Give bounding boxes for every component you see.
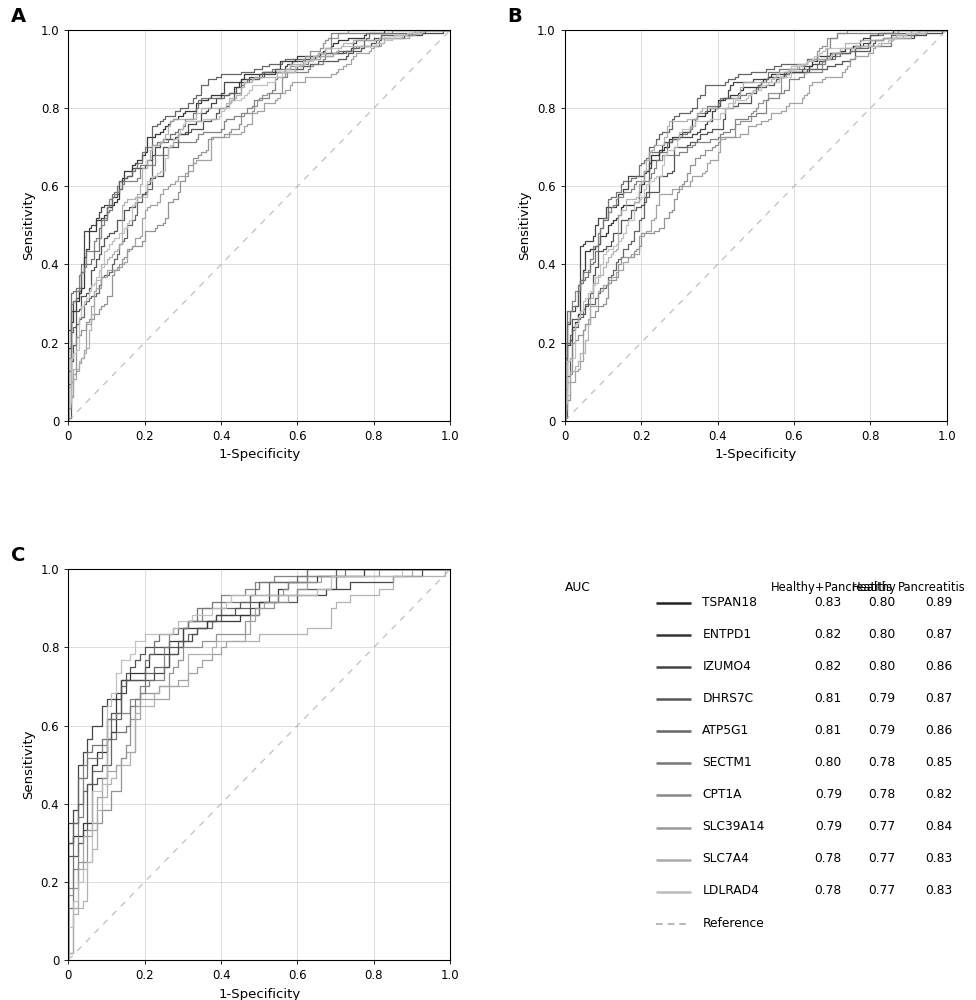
Text: 0.80: 0.80 xyxy=(869,628,895,641)
Text: 0.79: 0.79 xyxy=(869,692,895,705)
Text: 0.82: 0.82 xyxy=(925,788,953,801)
Text: 0.79: 0.79 xyxy=(815,820,842,833)
Text: 0.78: 0.78 xyxy=(815,884,842,897)
Text: ENTPD1: ENTPD1 xyxy=(703,628,752,641)
Text: 0.83: 0.83 xyxy=(815,596,842,609)
Text: 0.86: 0.86 xyxy=(925,660,953,673)
Text: 0.78: 0.78 xyxy=(815,852,842,865)
Text: IZUMO4: IZUMO4 xyxy=(703,660,752,673)
Text: SLC7A4: SLC7A4 xyxy=(703,852,750,865)
Text: Healthy: Healthy xyxy=(852,581,897,594)
Text: 0.86: 0.86 xyxy=(925,724,953,737)
Y-axis label: Sensitivity: Sensitivity xyxy=(518,191,532,260)
X-axis label: 1-Specificity: 1-Specificity xyxy=(219,448,301,461)
Text: Healthy+Pancreatitis: Healthy+Pancreatitis xyxy=(771,581,893,594)
Text: 0.87: 0.87 xyxy=(925,692,953,705)
Text: 0.83: 0.83 xyxy=(925,884,953,897)
Text: 0.80: 0.80 xyxy=(869,596,895,609)
X-axis label: 1-Specificity: 1-Specificity xyxy=(219,988,301,1000)
Text: C: C xyxy=(11,546,25,565)
Text: LDLRAD4: LDLRAD4 xyxy=(703,884,759,897)
Y-axis label: Sensitivity: Sensitivity xyxy=(22,191,35,260)
Text: 0.81: 0.81 xyxy=(815,692,842,705)
Text: 0.78: 0.78 xyxy=(869,788,895,801)
Text: 0.78: 0.78 xyxy=(869,756,895,769)
Text: A: A xyxy=(11,7,26,26)
Text: 0.77: 0.77 xyxy=(869,820,895,833)
Text: 0.82: 0.82 xyxy=(815,660,842,673)
Text: 0.80: 0.80 xyxy=(869,660,895,673)
Text: 0.80: 0.80 xyxy=(815,756,842,769)
Text: Reference: Reference xyxy=(703,917,764,930)
Text: SECTM1: SECTM1 xyxy=(703,756,752,769)
Text: 0.85: 0.85 xyxy=(925,756,953,769)
Text: 0.79: 0.79 xyxy=(869,724,895,737)
Text: 0.82: 0.82 xyxy=(815,628,842,641)
Text: ATP5G1: ATP5G1 xyxy=(703,724,750,737)
Text: 0.87: 0.87 xyxy=(925,628,953,641)
Text: 0.79: 0.79 xyxy=(815,788,842,801)
Text: 0.77: 0.77 xyxy=(869,884,895,897)
X-axis label: 1-Specificity: 1-Specificity xyxy=(714,448,796,461)
Text: 0.81: 0.81 xyxy=(815,724,842,737)
Text: B: B xyxy=(508,7,522,26)
Text: AUC: AUC xyxy=(565,581,590,594)
Text: Pancreatitis: Pancreatitis xyxy=(898,581,965,594)
Text: 0.77: 0.77 xyxy=(869,852,895,865)
Y-axis label: Sensitivity: Sensitivity xyxy=(22,730,35,799)
Text: 0.84: 0.84 xyxy=(925,820,953,833)
Text: 0.83: 0.83 xyxy=(925,852,953,865)
Text: SLC39A14: SLC39A14 xyxy=(703,820,764,833)
Text: 0.89: 0.89 xyxy=(925,596,953,609)
Text: DHRS7C: DHRS7C xyxy=(703,692,753,705)
Text: CPT1A: CPT1A xyxy=(703,788,742,801)
Text: TSPAN18: TSPAN18 xyxy=(703,596,757,609)
